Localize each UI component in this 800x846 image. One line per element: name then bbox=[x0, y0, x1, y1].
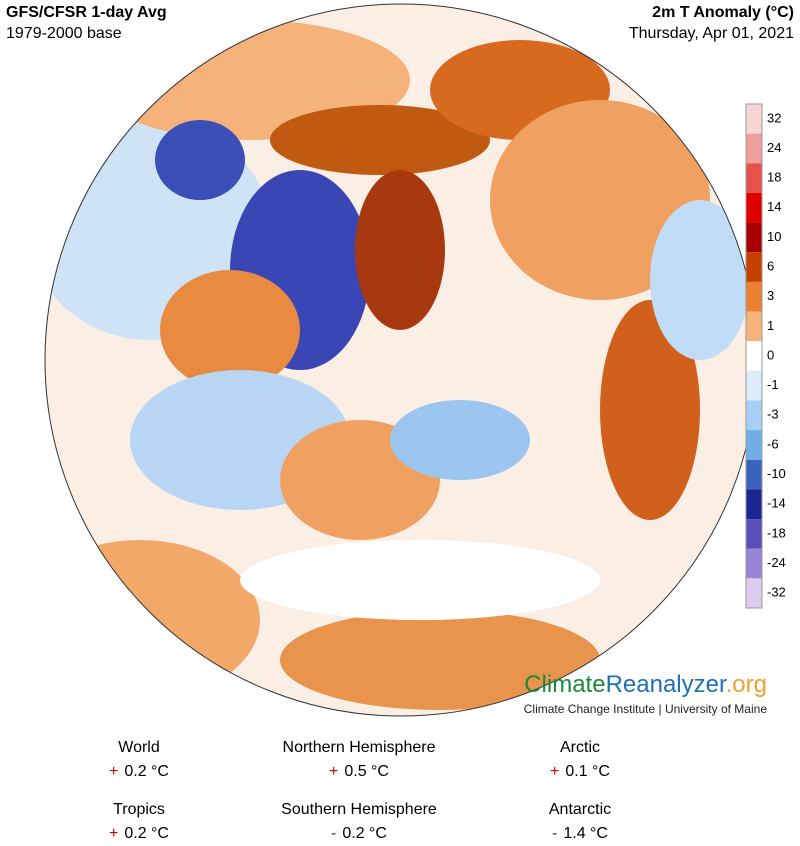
date: Thursday, Apr 01, 2021 bbox=[629, 25, 794, 42]
colorbar-frame bbox=[745, 103, 763, 609]
colorbar-segment bbox=[746, 311, 762, 342]
colorbar-label: -18 bbox=[767, 525, 786, 540]
colorbar-label: 24 bbox=[767, 140, 781, 155]
stat-value: +0.5 °C bbox=[329, 763, 389, 780]
colorbar-label: 18 bbox=[767, 170, 781, 185]
stat-value: +0.2 °C bbox=[109, 825, 169, 842]
stat-sign: + bbox=[109, 825, 118, 842]
colorbar-label: 10 bbox=[767, 229, 781, 244]
colorbar-label: -3 bbox=[767, 407, 779, 422]
stat-sign: - bbox=[331, 825, 336, 842]
colorbar-label: 0 bbox=[767, 347, 774, 362]
title: GFS/CFSR 1-day Avg bbox=[6, 4, 167, 21]
stat-sign: + bbox=[109, 763, 118, 780]
colorbar-segment bbox=[746, 133, 762, 164]
colorbar-label: 32 bbox=[767, 110, 781, 125]
colorbar-label: -14 bbox=[767, 496, 786, 511]
stat-number: 0.2 °C bbox=[124, 825, 169, 842]
colorbar-label: 14 bbox=[767, 199, 781, 214]
colorbar-label: 1 bbox=[767, 318, 774, 333]
stat-number: 0.2 °C bbox=[342, 825, 387, 842]
stat-sign: - bbox=[552, 825, 557, 842]
stat-number: 0.5 °C bbox=[344, 763, 389, 780]
logo-part: Climate bbox=[524, 671, 605, 698]
logo-part: Reanalyzer bbox=[606, 671, 727, 698]
globe bbox=[45, 4, 757, 716]
stat-label: Arctic bbox=[560, 739, 600, 756]
stat-sign: + bbox=[329, 763, 338, 780]
stat-label: Southern Hemisphere bbox=[281, 801, 437, 818]
colorbar-segment bbox=[746, 281, 762, 312]
stat-label: World bbox=[118, 739, 160, 756]
stat-value: +0.2 °C bbox=[109, 763, 169, 780]
colorbar-segment bbox=[746, 459, 762, 490]
colorbar-segment bbox=[746, 192, 762, 223]
colorbar-segment bbox=[746, 548, 762, 579]
logo: ClimateReanalyzer.org bbox=[524, 671, 767, 698]
stat-number: 0.2 °C bbox=[124, 763, 169, 780]
colorbar-segment bbox=[746, 489, 762, 520]
stat-label: Northern Hemisphere bbox=[283, 739, 436, 756]
stat-value: +0.1 °C bbox=[550, 763, 610, 780]
stat-number: 0.1 °C bbox=[565, 763, 610, 780]
colorbar-segment bbox=[746, 578, 762, 608]
colorbar-label: -10 bbox=[767, 466, 786, 481]
stat-value: -0.2 °C bbox=[331, 825, 387, 842]
stat-number: 1.4 °C bbox=[563, 825, 608, 842]
logo-caption: Climate Change Institute | University of… bbox=[524, 702, 768, 716]
colorbar-segment bbox=[746, 222, 762, 253]
stat-label: Tropics bbox=[113, 801, 165, 818]
colorbar-segment bbox=[746, 341, 762, 371]
colorbar-segment bbox=[746, 519, 762, 549]
stat-sign: + bbox=[550, 763, 559, 780]
colorbar-label: -6 bbox=[767, 436, 779, 451]
colorbar-label: -24 bbox=[767, 555, 786, 570]
stat-label: Antarctic bbox=[549, 801, 611, 818]
colorbar-segment bbox=[746, 430, 762, 460]
colorbar-label: 6 bbox=[767, 258, 774, 273]
colorbar-label: -1 bbox=[767, 377, 779, 392]
variable: 2m T Anomaly (°C) bbox=[652, 4, 794, 21]
colorbar-segment bbox=[746, 370, 762, 401]
colorbar-segment bbox=[746, 252, 762, 282]
colorbar-segment bbox=[746, 400, 762, 431]
colorbar-segment bbox=[746, 163, 762, 193]
colorbar-label: -32 bbox=[767, 585, 786, 600]
colorbar-label: 3 bbox=[767, 288, 774, 303]
stat-value: -1.4 °C bbox=[552, 825, 608, 842]
colorbar-segment bbox=[746, 104, 762, 134]
logo-part: .org bbox=[726, 671, 767, 698]
subtitle: 1979-2000 base bbox=[6, 25, 122, 42]
